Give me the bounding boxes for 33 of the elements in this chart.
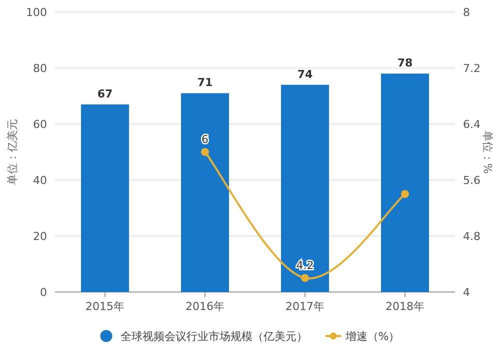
y2-tick-label: 8 [463, 6, 470, 19]
bar [181, 93, 229, 292]
data-label: 78 [397, 56, 413, 70]
data-label: 4.2 [296, 259, 314, 272]
legend-label: 增速（%） [344, 330, 400, 343]
data-label: 67 [97, 87, 113, 100]
y2-tick-label: 4 [463, 286, 470, 299]
data-label: 74 [297, 68, 313, 81]
y-tick-label: 100 [26, 6, 47, 19]
x-tick-label: 2017年 [286, 300, 324, 313]
y2-axis-title: 单位：% [481, 130, 494, 174]
point [401, 190, 409, 198]
bar [381, 74, 429, 292]
y-tick-label: 60 [33, 118, 47, 131]
x-tick-label: 2018年 [386, 300, 424, 313]
y2-tick-label: 7.2 [463, 62, 480, 75]
point [201, 148, 209, 156]
y-tick-label: 20 [33, 230, 47, 243]
bar [81, 104, 129, 292]
bar [281, 84, 329, 292]
data-label: 6 [202, 133, 208, 146]
y2-tick-label: 6.4 [463, 118, 480, 131]
x-tick-label: 2016年 [186, 300, 224, 313]
data-label: 71 [197, 76, 213, 90]
y2-tick-label: 4.8 [463, 230, 480, 243]
y-tick-label: 0 [40, 286, 47, 299]
y-tick-label: 80 [33, 62, 47, 75]
x-tick-label: 2015年 [86, 300, 124, 313]
y2-tick-label: 5.6 [463, 174, 480, 187]
y-tick-label: 40 [33, 174, 47, 187]
y-axis-title: 单位：亿美元 [6, 119, 19, 185]
legend-label: 全球视频会议行业市场规模（亿美元） [120, 330, 308, 343]
point [301, 274, 309, 282]
